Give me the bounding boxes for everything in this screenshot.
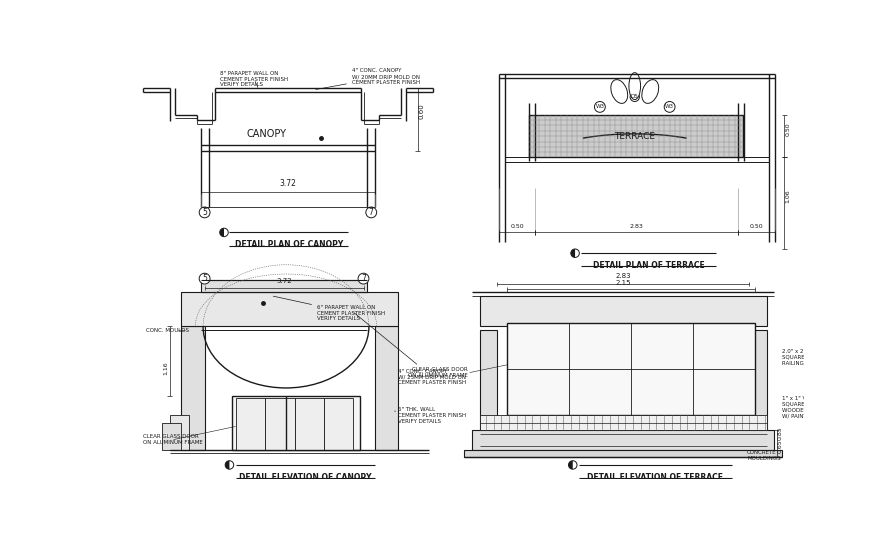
Text: 2.0" x 2.0" HORZ.
SQUARE BAR
RAILINGS W/ PAINT: 2.0" x 2.0" HORZ. SQUARE BAR RAILINGS W/… <box>782 349 834 365</box>
Ellipse shape <box>642 80 659 103</box>
Bar <box>507 322 755 415</box>
Bar <box>480 415 766 430</box>
Bar <box>265 398 295 450</box>
Ellipse shape <box>611 80 628 103</box>
Bar <box>236 398 265 450</box>
Bar <box>375 327 398 450</box>
Text: 8" PARAPET WALL ON
CEMENT PLASTER FINISH
VERIFY DETAILS: 8" PARAPET WALL ON CEMENT PLASTER FINISH… <box>221 70 288 87</box>
Text: TERRACE: TERRACE <box>614 132 655 140</box>
Text: 2.15: 2.15 <box>615 280 630 286</box>
Ellipse shape <box>629 73 640 100</box>
Bar <box>464 450 782 457</box>
Text: DETAIL ELEVATION OF TERRACE: DETAIL ELEVATION OF TERRACE <box>588 473 723 482</box>
Text: CONC. MOULDS: CONC. MOULDS <box>146 328 189 332</box>
Text: 0.85: 0.85 <box>778 426 783 440</box>
Text: 3.72: 3.72 <box>276 278 292 284</box>
Circle shape <box>358 273 369 284</box>
Wedge shape <box>569 461 572 469</box>
Circle shape <box>571 249 580 258</box>
Bar <box>529 115 743 157</box>
Text: W3: W3 <box>665 104 674 109</box>
Text: 6" THK. WALL
CEMENT PLASTER FINISH
VERIFY DETAILS: 6" THK. WALL CEMENT PLASTER FINISH VERIF… <box>395 407 466 424</box>
Text: 6" PARAPET WALL ON
CEMENT PLASTER FINISH
VERIFY DETAILS: 6" PARAPET WALL ON CEMENT PLASTER FINISH… <box>273 296 385 321</box>
Text: CONCRETE
MOULDINGS: CONCRETE MOULDINGS <box>747 450 780 461</box>
Circle shape <box>225 461 234 469</box>
Bar <box>295 398 324 450</box>
Circle shape <box>630 93 639 102</box>
Bar <box>181 292 398 327</box>
Text: 1" x 1" VERTICAL
SQUARE TYPE
WOODEN INC.
W/ PAINT: 1" x 1" VERTICAL SQUARE TYPE WOODEN INC.… <box>782 396 829 419</box>
Text: 1.06: 1.06 <box>786 189 790 203</box>
Text: 0.60: 0.60 <box>419 103 425 119</box>
Bar <box>232 395 360 450</box>
Text: 2.83: 2.83 <box>630 224 643 229</box>
Bar <box>480 330 497 450</box>
Text: CLEAR GLASS DOOR
ON ALUMINUM FRAME: CLEAR GLASS DOOR ON ALUMINUM FRAME <box>143 434 203 445</box>
Text: CANOPY: CANOPY <box>246 129 287 139</box>
Circle shape <box>220 228 229 237</box>
Text: 0.50: 0.50 <box>749 224 764 229</box>
Text: DETAIL PLAN OF CANOPY: DETAIL PLAN OF CANOPY <box>235 240 343 249</box>
Bar <box>162 423 181 450</box>
Circle shape <box>199 207 210 218</box>
Circle shape <box>569 461 577 469</box>
Circle shape <box>595 102 605 112</box>
Bar <box>472 430 774 450</box>
Bar <box>749 330 766 450</box>
Text: DETAIL ELEVATION OF CANOPY: DETAIL ELEVATION OF CANOPY <box>239 473 371 482</box>
Bar <box>181 327 204 450</box>
Bar <box>201 280 367 292</box>
Text: CLEAR GLASS DOOR
ON ALUMINUM FRAME: CLEAR GLASS DOOR ON ALUMINUM FRAME <box>408 367 468 378</box>
Text: 0.50: 0.50 <box>786 122 790 136</box>
Text: 0.50: 0.50 <box>510 224 524 229</box>
Text: 3.72: 3.72 <box>280 179 296 188</box>
Bar <box>170 415 189 450</box>
Text: DETAIL PLAN OF TERRACE: DETAIL PLAN OF TERRACE <box>593 261 705 270</box>
Text: 4" CONC. CANOPY
W/ 25MM DRIP MOLD ON
CEMENT PLASTER FINISH: 4" CONC. CANOPY W/ 25MM DRIP MOLD ON CEM… <box>354 313 466 385</box>
Circle shape <box>199 273 210 284</box>
Text: W3: W3 <box>596 104 605 109</box>
Circle shape <box>664 102 675 112</box>
Wedge shape <box>571 249 575 258</box>
Bar <box>480 295 766 327</box>
Text: 1.16: 1.16 <box>163 361 169 374</box>
Text: 7: 7 <box>361 274 366 283</box>
Text: D5: D5 <box>630 94 638 100</box>
Wedge shape <box>220 228 224 237</box>
Bar <box>324 398 354 450</box>
Text: 5: 5 <box>202 208 207 217</box>
Text: 2.83: 2.83 <box>615 273 631 279</box>
Text: 0.65: 0.65 <box>778 440 783 454</box>
Text: 5: 5 <box>202 274 207 283</box>
Circle shape <box>366 207 377 218</box>
Text: 7: 7 <box>369 208 373 217</box>
Wedge shape <box>225 461 230 469</box>
Text: 4" CONC. CANOPY
W/ 20MM DRIP MOLD ON
CEMENT PLASTER FINISH: 4" CONC. CANOPY W/ 20MM DRIP MOLD ON CEM… <box>316 68 420 89</box>
